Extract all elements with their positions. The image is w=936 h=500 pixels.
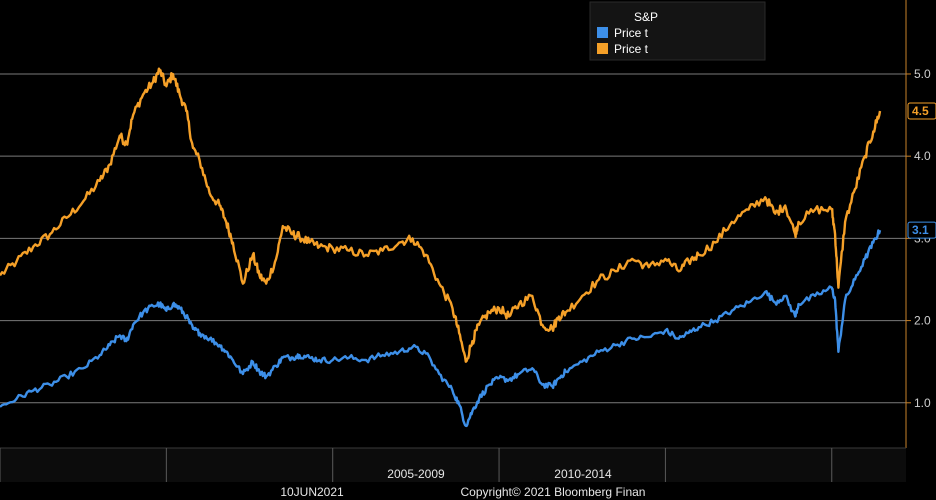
last-value-tag-label: 3.1 <box>912 223 929 237</box>
last-value-tag-box <box>907 102 936 120</box>
series-line-blue <box>0 229 882 428</box>
legend-title: S&P <box>634 10 658 24</box>
gridlines <box>0 73 906 404</box>
period-dividers <box>0 448 833 482</box>
period-label-2010-2014: 2010-2014 <box>554 467 612 481</box>
y-tick-label: 4.0 <box>914 149 931 163</box>
y-tick-label: 2.0 <box>914 314 931 328</box>
y-tick-label: 1.0 <box>914 396 931 410</box>
last-value-tags: 4.5 3.1 <box>907 102 936 239</box>
y-tick-label: 5.0 <box>914 67 931 81</box>
legend-entry-blue: Price t <box>614 26 649 40</box>
last-value-tag-label: 4.5 <box>912 104 929 118</box>
period-label-2005-2009: 2005-2009 <box>387 467 445 481</box>
y-axis: 1.02.03.04.05.0 <box>906 67 931 410</box>
legend-swatch-blue <box>597 27 608 38</box>
legend-box <box>589 1 766 61</box>
footer-bar <box>0 482 936 500</box>
legend-entry-orange: Price t <box>614 42 649 56</box>
x-axis-strip <box>0 448 906 482</box>
series-line-orange <box>0 67 882 363</box>
legend-swatch-orange <box>597 43 608 54</box>
footer-date: 10JUN2021 <box>280 485 344 499</box>
footer-copyright: Copyright© 2021 Bloomberg Finan <box>461 485 646 499</box>
series-lines <box>0 67 882 428</box>
last-value-tag-box <box>907 221 936 239</box>
legend[interactable]: S&P Price t Price t <box>589 1 766 61</box>
